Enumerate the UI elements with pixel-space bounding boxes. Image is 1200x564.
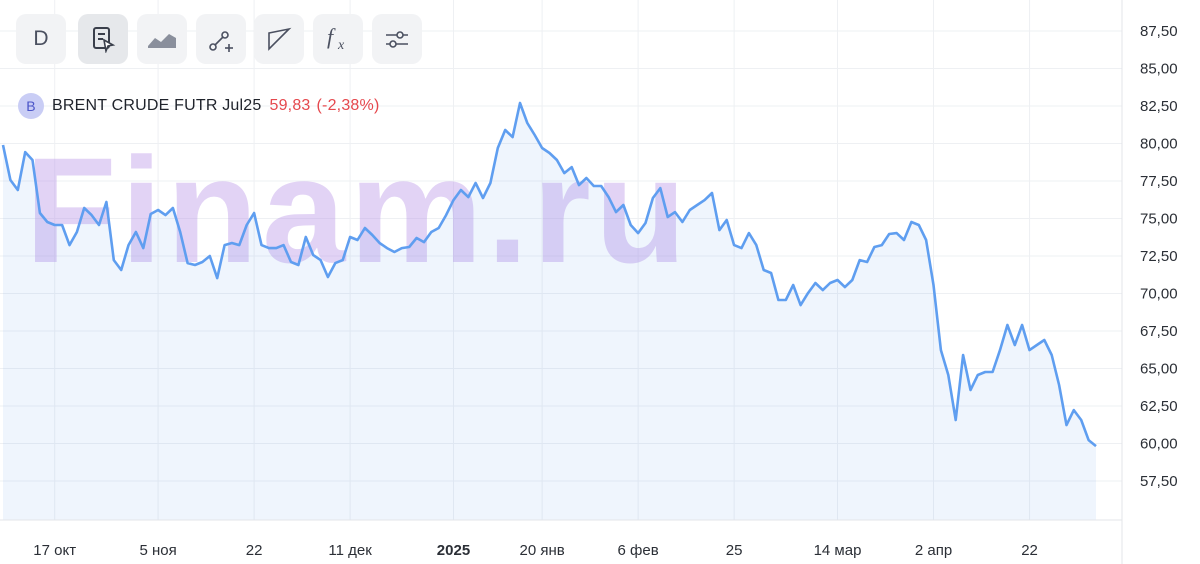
svg-text:x: x <box>337 38 345 53</box>
icon <box>209 31 233 52</box>
icon <box>148 34 176 48</box>
x-tick-label: 2 апр <box>915 542 952 559</box>
x-tick-label: 22 <box>246 542 263 559</box>
chart-type-button[interactable] <box>137 14 187 64</box>
y-tick-label: 67,50 <box>1140 323 1178 340</box>
y-tick-label: 72,50 <box>1140 248 1178 265</box>
legend: B BRENT CRUDE FUTR Jul25 59,83 (-2,38%) <box>18 93 379 119</box>
y-tick-label: 70,00 <box>1140 286 1178 303</box>
x-tick-label: 5 ноя <box>139 542 176 559</box>
x-tick-label: 22 <box>1021 542 1038 559</box>
settings-button[interactable] <box>372 14 422 64</box>
template-button[interactable] <box>78 14 128 64</box>
y-tick-label: 85,00 <box>1140 61 1178 78</box>
icon <box>93 27 116 53</box>
icon <box>268 27 292 51</box>
x-tick-label: 25 <box>726 542 743 559</box>
interval-label: D <box>33 27 49 50</box>
x-tick-label: 11 дек <box>328 542 372 559</box>
y-tick-label: 87,50 <box>1140 23 1178 40</box>
legend-name: BRENT CRUDE FUTR Jul25 <box>52 97 262 114</box>
y-tick-label: 80,00 <box>1140 136 1178 153</box>
y-tick-label: 65,00 <box>1140 361 1178 378</box>
y-tick-label: 75,00 <box>1140 211 1178 228</box>
x-tick-label: 20 янв <box>519 542 564 559</box>
x-tick-label: 17 окт <box>33 542 76 559</box>
y-tick-label: 77,50 <box>1140 173 1178 190</box>
area <box>3 103 1096 520</box>
x-tick-label: 14 мар <box>814 542 862 559</box>
shapes-button[interactable] <box>254 14 304 64</box>
line <box>1 101 1097 448</box>
svg-text:f: f <box>327 24 336 49</box>
x-tick-label: 6 фев <box>618 542 659 559</box>
y-tick-label: 62,50 <box>1140 398 1178 415</box>
icon <box>386 31 408 48</box>
draw-button[interactable] <box>196 14 246 64</box>
legend-price: 59,83 <box>269 97 311 114</box>
watermark: Finam.ru <box>25 126 690 294</box>
y-tick-label: 57,50 <box>1140 473 1178 490</box>
y-tick-label: 82,50 <box>1140 98 1178 115</box>
legend-badge: B <box>18 93 44 119</box>
interval-button[interactable]: D <box>16 14 66 64</box>
y-tick-label: 60,00 <box>1140 436 1178 453</box>
x-tick-label: 2025 <box>437 542 470 559</box>
legend-change: (-2,38%) <box>316 97 380 114</box>
